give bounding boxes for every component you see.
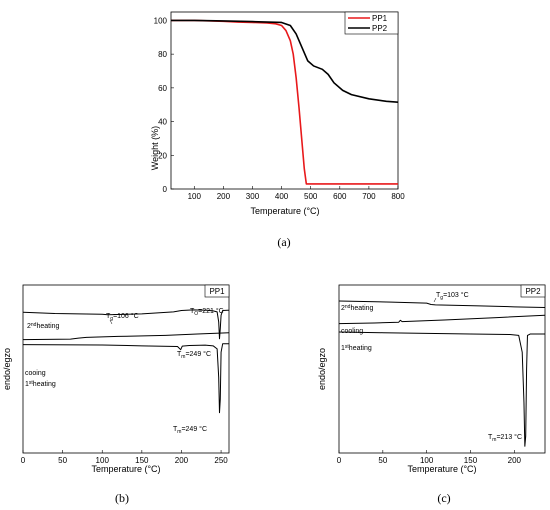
series-line-a-pp1	[171, 19, 398, 185]
x-tick-label: 0	[337, 456, 342, 465]
chart-c-legend-box	[520, 284, 546, 298]
x-tick-label: 500	[304, 192, 318, 201]
legend-label-pp2: PP2	[372, 24, 388, 33]
x-tick-label: 300	[246, 192, 260, 201]
x-tick-label: 100	[96, 456, 110, 465]
x-tick-label: 50	[58, 456, 67, 465]
chart-b-label-1st-heating: 1stheating	[25, 380, 56, 388]
panel-label-a: (a)	[277, 235, 290, 249]
chart-b-xlabel: Temperature (°C)	[91, 464, 160, 474]
x-tick-label: 400	[275, 192, 289, 201]
legend-label-pp1: PP1	[372, 14, 388, 23]
chart-c-frame	[338, 284, 546, 454]
chart-b-ylabel: endo/egzo	[2, 348, 12, 390]
x-tick-label: 100	[420, 456, 434, 465]
x-tick-label: 200	[175, 456, 189, 465]
x-tick-label: 700	[362, 192, 376, 201]
x-tick-label: 250	[214, 456, 228, 465]
chart-b-annotation-tg: Tg=106 °C	[106, 312, 139, 322]
chart-a-legend: PP1 PP2	[344, 11, 399, 35]
panel-label-b: (b)	[115, 491, 129, 505]
chart-a-frame	[170, 11, 399, 190]
chart-b-annotation-tm-1st: Tm=249 °C	[173, 425, 207, 435]
series-line-b-1st-heating	[22, 343, 229, 414]
x-tick-label: 0	[21, 456, 26, 465]
series-line-c-2nd-heating	[338, 300, 546, 309]
chart-c-legend: PP2	[525, 287, 541, 296]
chart-b-annotation-tm-2nd: Tm=249 °C	[177, 350, 211, 360]
chart-c-tg-leader	[433, 297, 437, 303]
chart-c-label-1st-heating: 1stheating	[341, 344, 372, 352]
y-tick-label: 0	[163, 185, 168, 194]
chart-c-annotation-tm: Tm=213 °C	[488, 433, 522, 443]
chart-c-label-cooling: cooling	[341, 328, 363, 335]
chart-c-ylabel: endo/egzo	[317, 348, 327, 390]
y-tick-label: 20	[158, 151, 167, 160]
y-tick-label: 100	[154, 16, 168, 25]
chart-b: endo/egzo Temperature (°C) 0 50 100 150 200 2…	[2, 284, 230, 474]
chart-b-legend-box	[204, 284, 230, 298]
x-tick-label: 100	[188, 192, 202, 201]
x-tick-label: 50	[378, 456, 387, 465]
x-tick-label: 200	[217, 192, 231, 201]
chart-c-xlabel: Temperature (°C)	[407, 464, 476, 474]
series-line-b-2nd-heating	[22, 309, 229, 340]
chart-b-frame	[22, 284, 230, 454]
y-tick-label: 40	[158, 118, 167, 127]
chart-a-ylabel: Weight (%)	[150, 126, 160, 170]
chart-b-tg-leader	[109, 319, 113, 325]
chart-a: Weight (%) Temperature (°C) 100 200 300 400…	[150, 11, 405, 216]
chart-a-xlabel: Temperature (°C)	[250, 206, 319, 216]
chart-c-label-2nd-heating: 2ndheating	[341, 304, 374, 312]
chart-b-legend: PP1	[209, 287, 225, 296]
series-line-c-1st-heating	[338, 331, 545, 447]
x-tick-label: 200	[508, 456, 522, 465]
x-tick-label: 150	[464, 456, 478, 465]
y-tick-label: 80	[158, 50, 167, 59]
chart-b-label-cooling: cooing	[25, 370, 46, 377]
panel-label-c: (c)	[437, 491, 450, 505]
chart-b-annotation-to: TO=221 °C	[190, 307, 224, 317]
x-tick-label: 600	[333, 192, 347, 201]
series-line-c-cooling	[338, 314, 546, 325]
chart-b-label-2nd-heating: 2ndheating	[27, 322, 60, 330]
x-tick-label: 800	[391, 192, 405, 201]
x-tick-label: 150	[135, 456, 149, 465]
y-tick-label: 60	[158, 84, 167, 93]
chart-c-annotation-tg: Tg=103 °C	[436, 291, 469, 301]
series-line-a-pp2	[171, 19, 399, 103]
series-line-b-cooling	[22, 332, 230, 341]
chart-c: endo/egzo Temperature (°C) 0 50 100 150 200 …	[317, 284, 546, 474]
